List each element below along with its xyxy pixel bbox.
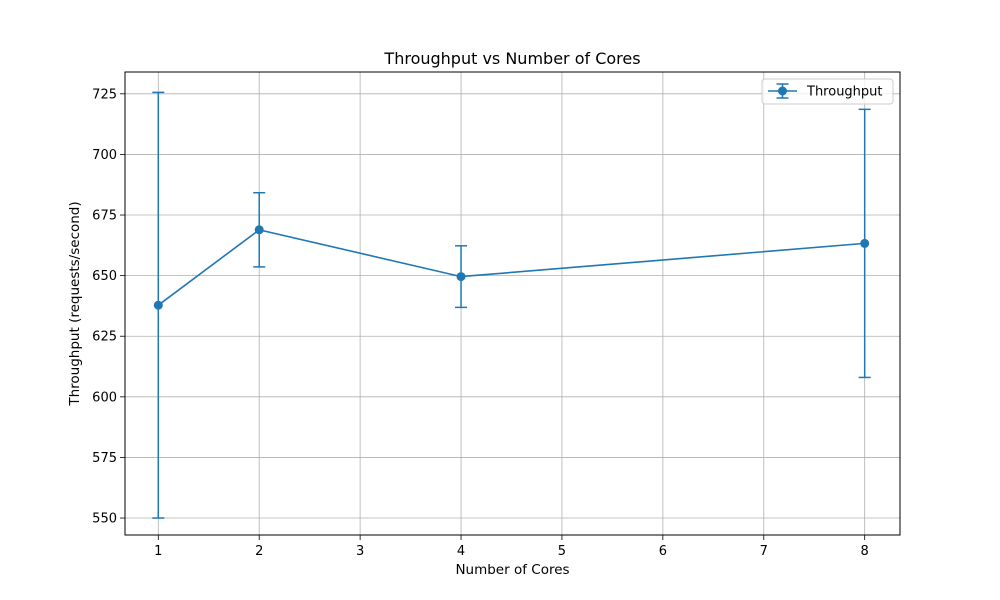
y-tick-label: 575	[92, 451, 117, 466]
x-tick-label: 5	[558, 544, 566, 559]
legend-dot	[778, 86, 787, 96]
x-axis-label: Number of Cores	[455, 562, 569, 578]
chart-title: Throughput vs Number of Cores	[383, 49, 640, 68]
x-tick-label: 8	[861, 544, 869, 559]
y-tick-label: 625	[92, 330, 117, 345]
x-tick-label: 4	[457, 544, 465, 559]
x-tick-label: 3	[356, 544, 364, 559]
y-tick-label: 700	[92, 148, 117, 163]
series-line	[157, 228, 865, 306]
y-tick-label: 725	[92, 87, 117, 102]
x-tick-label: 1	[154, 544, 162, 559]
series-throughput	[152, 91, 871, 519]
y-tick-label: 675	[92, 209, 117, 224]
series-layer	[152, 91, 871, 519]
grid-layer	[125, 72, 900, 535]
plot-frame	[124, 71, 901, 536]
x-tick-label: 2	[255, 544, 263, 559]
y-tick-label: 600	[92, 390, 117, 405]
legend-box	[761, 78, 894, 105]
y-axis-label: Throughput (requests/second)	[67, 201, 83, 406]
legend-marker-icon	[768, 83, 797, 99]
y-tick-label: 650	[92, 269, 117, 284]
y-tick-label: 550	[92, 512, 117, 527]
x-tick-label: 7	[760, 544, 768, 559]
data-point	[456, 272, 466, 282]
data-point	[153, 300, 163, 310]
legend: Throughput	[761, 78, 894, 105]
ticks-layer: 1 2 3 4 5 6 7 8 550 575 600 625 650 675 700 725	[92, 87, 869, 559]
x-tick-label: 6	[659, 544, 667, 559]
data-point	[254, 225, 264, 235]
data-point	[860, 238, 870, 248]
legend-entry-throughput: Throughput	[806, 85, 883, 100]
